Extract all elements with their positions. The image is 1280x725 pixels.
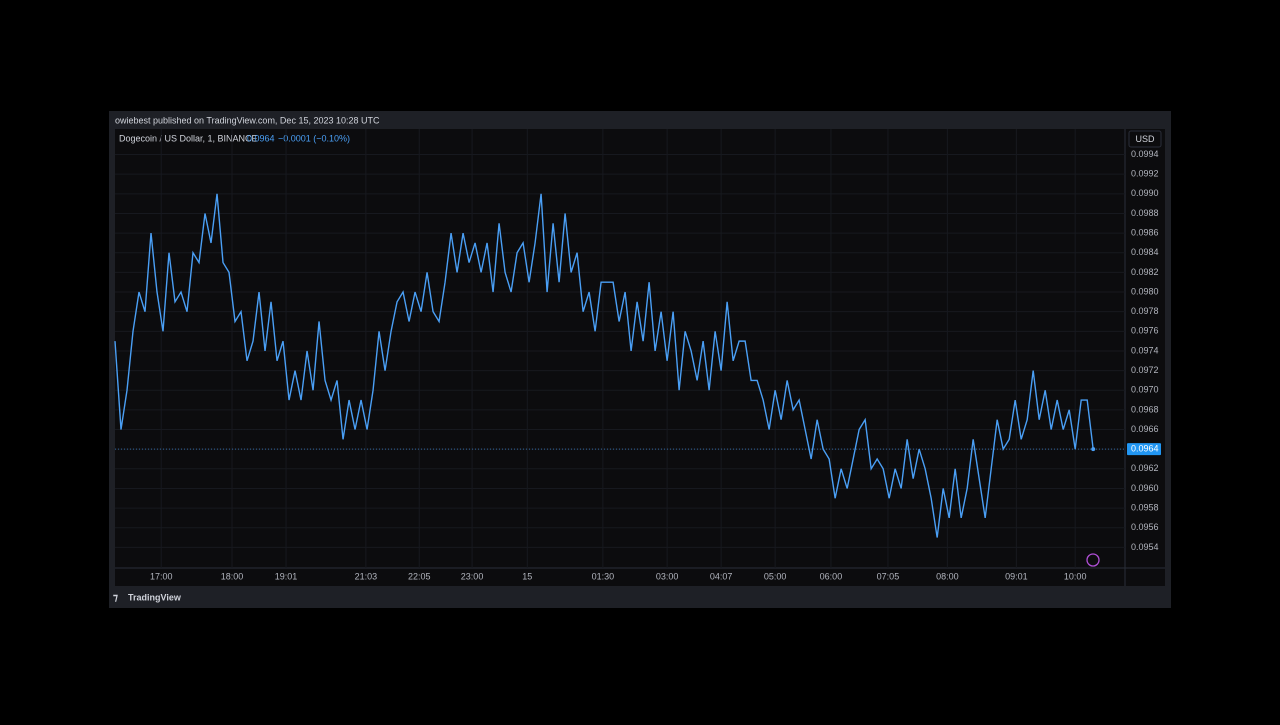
x-tick-label: 03:00	[656, 571, 679, 581]
last-price-tag	[1127, 443, 1161, 456]
y-tick-label: 0.0988	[1131, 208, 1159, 218]
y-tick-label: 0.0986	[1131, 227, 1159, 237]
x-tick-label: 17:00	[150, 571, 173, 581]
header: owiebest published on TradingView.com, D…	[115, 115, 380, 125]
change: −0.0001 (−0.10%)	[278, 133, 350, 143]
x-tick-label: 10:00	[1064, 571, 1087, 581]
x-tick-label: 15	[522, 571, 532, 581]
x-tick-label: 22:05	[408, 571, 431, 581]
currency: USD	[1135, 134, 1155, 144]
x-tick-label: 04:07	[710, 571, 733, 581]
x-tick-label: 07:05	[877, 571, 900, 581]
last-price-tag-label: 0.0964	[1131, 444, 1159, 454]
y-tick-label: 0.0980	[1131, 286, 1159, 296]
y-tick-label: 0.0974	[1131, 345, 1159, 355]
y-tick-label: 0.0990	[1131, 188, 1159, 198]
x-tick-label: 01:30	[592, 571, 615, 581]
lightning-icon[interactable]	[1086, 553, 1100, 567]
y-tick-label: 0.0962	[1131, 463, 1159, 473]
x-tick-label: 19:01	[275, 571, 298, 581]
last-point	[1091, 447, 1096, 452]
x-tick-label: 18:00	[221, 571, 244, 581]
logo: ⁊	[113, 593, 118, 604]
y-tick-label: 0.0976	[1131, 326, 1159, 336]
y-tick-label: 0.0992	[1131, 169, 1159, 179]
y-tick-label: 0.0958	[1131, 502, 1159, 512]
last-price: 0.0964	[247, 133, 275, 143]
chart-area	[115, 129, 1165, 586]
y-tick-label: 0.0968	[1131, 404, 1159, 414]
y-tick-label: 0.0994	[1131, 149, 1159, 159]
x-tick-label: 05:00	[764, 571, 787, 581]
y-tick-label: 0.0954	[1131, 542, 1159, 552]
price-line	[114, 193, 1094, 538]
footer: TradingView	[128, 592, 182, 602]
y-tick-label: 0.0972	[1131, 365, 1159, 375]
y-tick-label: 0.0966	[1131, 424, 1159, 434]
y-tick-label: 0.0970	[1131, 385, 1159, 395]
x-tick-label: 23:00	[461, 571, 484, 581]
y-tick-label: 0.0978	[1131, 306, 1159, 316]
x-tick-label: 06:00	[820, 571, 843, 581]
chart-title: Dogecoin / US Dollar, 1, BINANCE	[119, 133, 258, 143]
y-tick-label: 0.0960	[1131, 483, 1159, 493]
y-tick-label: 0.0984	[1131, 247, 1159, 257]
y-tick-label: 0.0982	[1131, 267, 1159, 277]
x-tick-label: 08:00	[936, 571, 959, 581]
x-tick-label: 21:03	[355, 571, 378, 581]
currency-box[interactable]	[1128, 130, 1162, 148]
y-tick-label: 0.0956	[1131, 522, 1159, 532]
x-tick-label: 09:01	[1005, 571, 1028, 581]
